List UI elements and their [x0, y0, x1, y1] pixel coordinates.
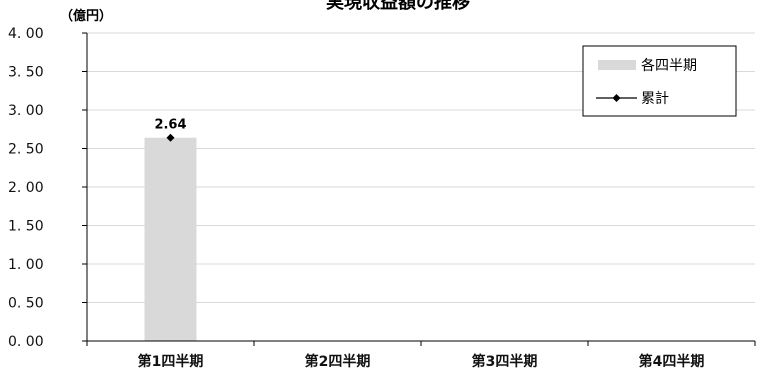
cumulative-line — [166, 133, 175, 142]
data-label: 2.64 — [154, 118, 186, 133]
y-tick-label: 2. 00 — [8, 180, 44, 196]
bar-第1四半期 — [144, 137, 197, 341]
y-tick-label: 0. 50 — [8, 296, 44, 312]
cumulative-marker — [166, 133, 175, 142]
legend-swatch-marker — [612, 94, 621, 102]
legend-box — [582, 45, 737, 117]
x-tick-label: 第1四半期 — [138, 353, 204, 370]
y-tick-label: 2. 50 — [8, 142, 44, 158]
legend-label-cumulative: 累計 — [641, 91, 669, 107]
y-tick-label: 0. 00 — [8, 334, 44, 350]
y-tick-label: 3. 00 — [8, 103, 44, 119]
x-tick-label: 第4四半期 — [639, 353, 705, 370]
y-tick-label: 3. 50 — [8, 65, 44, 81]
legend-label-quarterly: 各四半期 — [641, 58, 697, 74]
x-axis-ticks: 第1四半期 第2四半期 第3四半期 第4四半期 — [86, 341, 756, 370]
chart-title: 実現収益額の推移 — [326, 0, 470, 13]
legend-swatch-bar — [598, 60, 636, 70]
y-tick-label: 1. 00 — [8, 257, 44, 273]
y-axis-ticks: 0. 00 0. 50 1. 00 1. 50 2. 00 2. 50 3. 00 3. 50… — [8, 26, 87, 350]
y-axis-unit-label: （億円） — [60, 8, 112, 24]
x-tick-label: 第2四半期 — [305, 353, 371, 370]
gridlines — [87, 32, 755, 303]
y-tick-label: 4. 00 — [8, 26, 44, 42]
x-tick-label: 第3四半期 — [472, 353, 538, 370]
y-tick-label: 1. 50 — [8, 219, 44, 235]
bars — [144, 137, 197, 341]
data-labels: 2.64 — [154, 118, 186, 133]
legend: 各四半期 累計 — [582, 45, 737, 117]
